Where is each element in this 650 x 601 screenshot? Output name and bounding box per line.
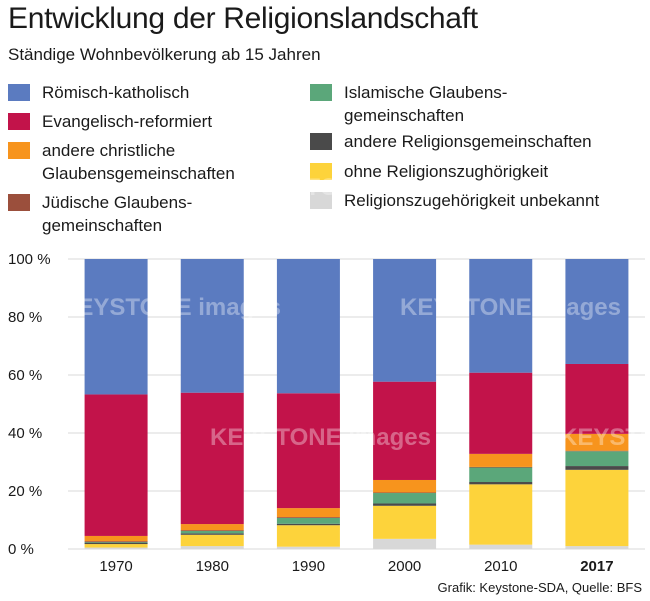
legend-item: Evangelisch-reformiert — [8, 110, 292, 133]
bar-segment — [565, 363, 629, 434]
bar-segment — [373, 259, 437, 382]
bar-segment — [84, 394, 148, 536]
bar-segment — [180, 533, 244, 535]
bar-segment — [84, 541, 148, 543]
legend-item: Religionszugehörigkeit unbekannt — [310, 189, 644, 212]
bar-segment — [373, 503, 437, 506]
legend-label: Religionszugehörigkeit unbekannt — [344, 191, 600, 210]
bar-segment — [469, 466, 533, 468]
watermark: KEYSTONE images — [560, 424, 650, 451]
legend-label: Evangelisch-reformiert — [42, 112, 213, 131]
bar-segment — [373, 381, 437, 480]
legend-swatch — [310, 192, 332, 209]
bar-segment — [565, 546, 629, 549]
chart-subtitle: Ständige Wohnbevölkerung ab 15 Jahren — [8, 45, 321, 64]
bar-segment — [180, 534, 244, 547]
x-tick-label: 2000 — [388, 558, 421, 575]
x-tick-label: 1970 — [99, 558, 132, 575]
bar-segment — [469, 467, 533, 483]
bar-segment — [276, 393, 340, 509]
bar-segment — [276, 517, 340, 518]
source-credit: Grafik: Keystone-SDA, Quelle: BFS — [437, 580, 642, 595]
x-tick-label: 1980 — [196, 558, 229, 575]
legend-swatch — [8, 142, 30, 159]
bar-segment — [469, 372, 533, 454]
bar-segment — [84, 542, 148, 545]
bar-segment — [469, 259, 533, 373]
y-tick-label: 0 % — [8, 541, 34, 558]
legend-item: ohne Religionszughörigkeit — [310, 160, 644, 183]
bar-segment — [565, 451, 629, 467]
legend-item: Islamische Glaubens-gemeinschaften — [310, 81, 534, 127]
y-tick-label: 60 % — [8, 367, 42, 384]
bar-segment — [180, 546, 244, 549]
watermark: KEYSTONE images — [60, 294, 281, 321]
legend-label: Römisch-katholisch — [42, 83, 190, 102]
x-tick-label: 2010 — [484, 558, 517, 575]
bar-segment — [276, 525, 340, 547]
legend-item: Jüdische Glaubens-gemeinschaften — [8, 191, 217, 237]
legend-label: Jüdische Glaubens-gemeinschaften — [42, 193, 193, 235]
bar-segment — [84, 535, 148, 542]
bar-segment — [276, 523, 340, 526]
bar-segment — [84, 259, 148, 395]
x-tick-label: 2017 — [580, 558, 613, 575]
bar-segment — [180, 392, 244, 525]
bar-segment — [373, 505, 437, 539]
bar-segment — [565, 259, 629, 364]
bar-segment — [373, 492, 437, 494]
bar-segment — [565, 450, 629, 452]
bar-segment — [84, 547, 148, 549]
watermark: KEYSTONE images — [480, 174, 650, 201]
watermark: KEYSTONE images — [240, 174, 461, 201]
legend-swatch — [8, 194, 30, 211]
x-tick-label: 1990 — [292, 558, 325, 575]
bar-segment — [276, 259, 340, 394]
bar-segment — [84, 542, 148, 543]
y-tick-label: 20 % — [8, 483, 42, 500]
legend-item: andere Religionsgemeinschaften — [310, 130, 644, 153]
legend-label: andere christliche Glaubensgemeinschafte… — [42, 141, 235, 183]
bar-segment — [180, 259, 244, 393]
y-tick-label: 40 % — [8, 425, 42, 442]
bar-segment — [276, 508, 340, 518]
bar-segment — [565, 433, 629, 451]
bar-segment — [180, 524, 244, 531]
bar-segment — [373, 538, 437, 549]
bar-segment — [84, 544, 148, 548]
legend-swatch — [310, 84, 332, 101]
legend-swatch — [310, 133, 332, 150]
legend-item: andere christliche Glaubensgemeinschafte… — [8, 139, 267, 185]
bar-segment — [180, 531, 244, 534]
chart-legend: Römisch-katholisch Evangelisch-reformier… — [8, 78, 648, 238]
bar-segment — [469, 544, 533, 549]
watermark: KEYSTONE images — [400, 294, 621, 321]
y-tick-label: 100 % — [8, 251, 51, 268]
bar-segment — [180, 530, 244, 532]
bar-segment — [276, 546, 340, 549]
bar-segment — [469, 453, 533, 467]
bar-segment — [373, 493, 437, 504]
legend-label: ohne Religionszughörigkeit — [344, 162, 549, 181]
bar-segment — [469, 484, 533, 545]
bar-segment — [373, 479, 437, 493]
bar-segment — [565, 469, 629, 547]
bar-segment — [276, 517, 340, 524]
watermark: KEYSTONE images — [210, 424, 431, 451]
legend-swatch — [310, 163, 332, 180]
legend-label: Islamische Glaubens-gemeinschaften — [344, 83, 508, 125]
bar-segment — [565, 466, 629, 470]
legend-swatch — [8, 113, 30, 130]
legend-item: Römisch-katholisch — [8, 81, 292, 104]
y-tick-label: 80 % — [8, 309, 42, 326]
legend-swatch — [8, 84, 30, 101]
bar-segment — [469, 482, 533, 485]
legend-label: andere Religionsgemeinschaften — [344, 132, 592, 151]
chart-title: Entwicklung der Religionslandschaft — [8, 2, 478, 35]
watermark: KEYSTONE images — [420, 39, 641, 66]
